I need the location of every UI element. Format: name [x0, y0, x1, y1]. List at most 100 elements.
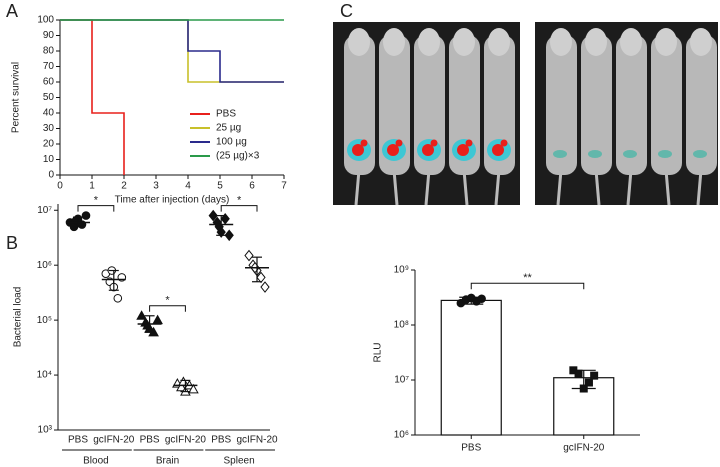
y-tick-label: 70: [43, 61, 55, 72]
mouse: [379, 35, 410, 175]
point: [176, 381, 187, 392]
y-tick-label: 30: [43, 123, 55, 134]
mouse-head: [383, 28, 405, 56]
y-axis-label: RLU: [373, 342, 384, 362]
signal: [553, 150, 567, 158]
mouse: [686, 35, 717, 175]
tail: [354, 169, 361, 206]
significance-label: *: [165, 295, 170, 307]
point: [256, 271, 266, 284]
x-tick-label: 4: [185, 181, 191, 192]
x-tick-label: 6: [249, 181, 255, 192]
x-tick-label: 2: [121, 181, 127, 192]
legend-label: 100 µg: [216, 137, 247, 148]
y-axis-label: Percent survival: [11, 62, 22, 133]
mouse-head: [488, 28, 510, 56]
point: [220, 212, 230, 225]
mouse-head: [550, 28, 572, 56]
y-tick-label: 100: [37, 15, 54, 26]
legend-label: PBS: [216, 109, 236, 120]
point: [477, 294, 486, 304]
y-tick-label: 90: [43, 30, 55, 41]
tail: [392, 169, 399, 206]
tail: [556, 169, 563, 206]
tail: [626, 169, 633, 206]
point: [260, 281, 270, 293]
signal: [658, 150, 672, 158]
point: [574, 369, 583, 378]
y-tick-label: 10⁴: [37, 370, 52, 381]
x-tick-label: gcIFN-20: [165, 435, 207, 446]
y-tick-label: 10⁶: [37, 260, 52, 271]
mouse-head: [690, 28, 712, 56]
x-tick-label: gcIFN-20: [236, 435, 278, 446]
point: [224, 229, 234, 242]
signal: [588, 150, 602, 158]
point: [590, 371, 599, 380]
legend-label: (25 µg)×3: [216, 151, 260, 162]
survival-line: [60, 19, 284, 83]
y-tick-label: 50: [43, 92, 55, 103]
tail: [664, 169, 671, 206]
mouse-head: [585, 28, 607, 56]
mouse: [414, 35, 445, 175]
tail: [424, 169, 431, 206]
signal-core: [457, 144, 469, 156]
x-tick-label: 5: [217, 181, 223, 192]
survival-line: [60, 19, 125, 175]
signal-core: [465, 139, 473, 147]
y-tick-label: 40: [43, 108, 55, 119]
mouse-head: [655, 28, 677, 56]
mouse: [616, 35, 647, 175]
point: [584, 378, 593, 387]
x-tick-label: 1: [89, 181, 95, 192]
signal-core: [395, 139, 403, 147]
legend-label: 25 µg: [216, 123, 241, 134]
mouse: [546, 35, 577, 175]
y-tick-label: 10³: [38, 425, 53, 436]
x-tick-label: gcIFN-20: [563, 443, 605, 454]
significance-label: **: [523, 272, 532, 284]
signal-core: [422, 144, 434, 156]
bar: [440, 299, 502, 436]
point: [81, 211, 91, 220]
point: [178, 376, 189, 386]
mouse-head: [348, 28, 370, 56]
y-tick-label: 10⁷: [37, 205, 52, 216]
x-tick-label: PBS: [68, 435, 88, 446]
significance-bracket: [220, 205, 258, 212]
significance-label: *: [237, 194, 242, 206]
x-tick-label: PBS: [211, 435, 231, 446]
mouse: [484, 35, 515, 175]
mice: [344, 28, 717, 206]
signal-core: [387, 144, 399, 156]
y-tick-label: 10: [43, 154, 55, 165]
point: [244, 249, 254, 262]
mouse: [344, 35, 375, 175]
tail: [594, 169, 601, 206]
significance-label: *: [94, 194, 99, 206]
y-axis-label: Bacterial load: [13, 287, 24, 348]
mouse-head: [453, 28, 475, 56]
mouse: [651, 35, 682, 175]
y-tick-label: 60: [43, 77, 55, 88]
signal: [623, 150, 637, 158]
x-tick-label: 3: [153, 181, 159, 192]
y-tick-label: 10⁸: [394, 320, 409, 331]
y-tick-label: 80: [43, 46, 55, 57]
signal-core: [352, 144, 364, 156]
survival-line: [60, 19, 284, 83]
significance-bracket: [149, 305, 186, 312]
mouse: [581, 35, 612, 175]
x-tick-label: PBS: [140, 435, 160, 446]
tail: [494, 169, 501, 206]
significance-bracket: [77, 205, 115, 212]
point: [152, 314, 163, 325]
point: [188, 383, 199, 394]
x-tick-label: PBS: [461, 443, 481, 454]
y-tick-label: 0: [48, 170, 54, 181]
signal-core: [430, 139, 438, 147]
x-tick-label: gcIFN-20: [93, 435, 135, 446]
signal-core: [492, 144, 504, 156]
y-tick-label: 20: [43, 139, 55, 150]
